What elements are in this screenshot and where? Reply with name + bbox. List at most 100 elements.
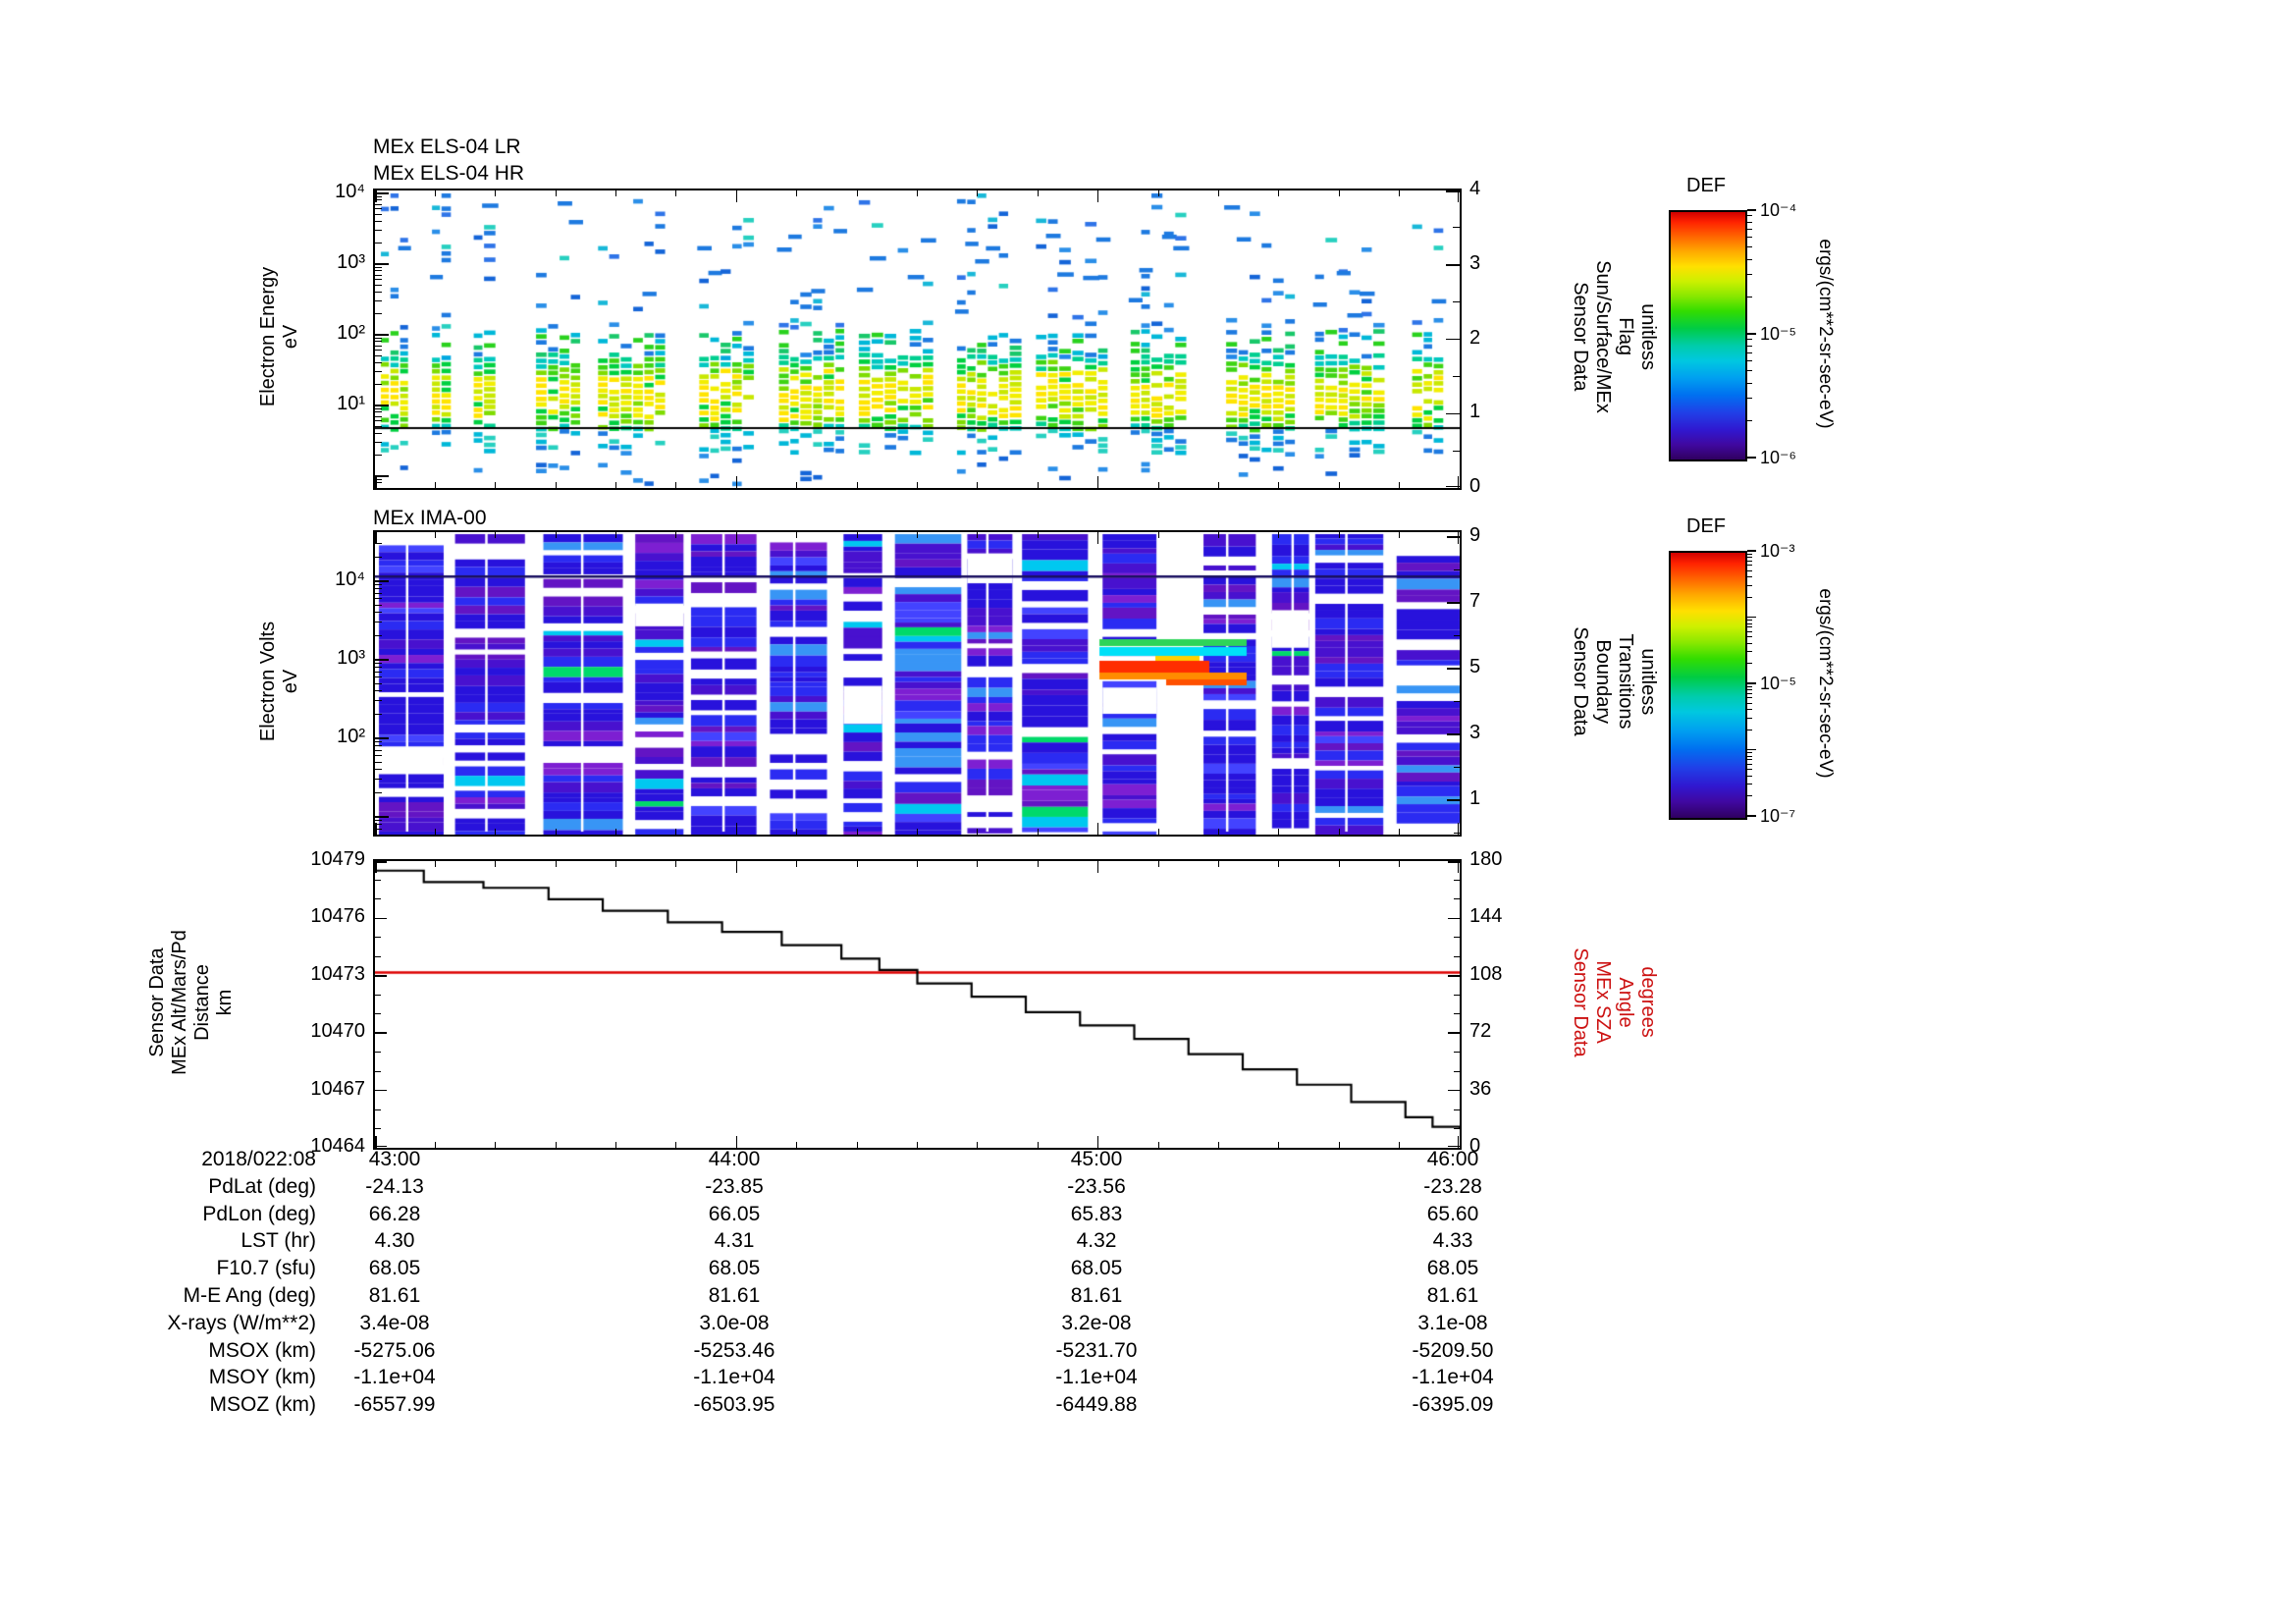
- tick-mark: [1157, 482, 1159, 488]
- tick-mark: [375, 292, 382, 294]
- tick-mark: [375, 749, 382, 751]
- els-panel-title: MEx ELS-04 LR MEx ELS-04 HR: [373, 135, 525, 185]
- table-row-label: LST (hr): [240, 1229, 316, 1253]
- table-cell: 68.05: [708, 1257, 761, 1280]
- tick-mark: [796, 190, 798, 196]
- table-cell: 44:00: [708, 1148, 761, 1170]
- tick-mark: [375, 588, 382, 590]
- tick-mark: [375, 898, 381, 900]
- tick-mark: [1747, 333, 1756, 335]
- tick-mark: [1338, 861, 1340, 867]
- tick-mark: [375, 411, 382, 413]
- tick-mark: [1747, 596, 1752, 598]
- tick-mark: [1454, 1070, 1460, 1072]
- tick-mark: [615, 482, 617, 488]
- tick-mark: [1447, 733, 1460, 735]
- tick-mark: [495, 482, 497, 488]
- tick-mark: [1747, 560, 1752, 562]
- tick-mark: [375, 955, 381, 957]
- table-cell: -23.28: [1423, 1174, 1482, 1198]
- tick-mark: [1747, 769, 1752, 771]
- tick-mark: [1747, 339, 1752, 341]
- tick-mark: [1454, 1013, 1460, 1015]
- tick-mark: [1747, 296, 1752, 298]
- tick-mark: [375, 792, 382, 794]
- tick-mark: [375, 383, 382, 385]
- tick-mark: [1399, 482, 1401, 488]
- table-cell: -6503.95: [693, 1393, 775, 1417]
- axis-tick-label: 10⁴: [335, 568, 365, 590]
- tick-mark: [1453, 375, 1460, 377]
- colorbar-tick-label: 10⁻⁵: [1760, 674, 1796, 693]
- tick-mark: [1278, 861, 1280, 867]
- tick-mark: [1446, 264, 1460, 266]
- tick-mark: [1217, 829, 1219, 835]
- els-spectrogram-panel: [373, 189, 1462, 490]
- tick-mark: [495, 190, 497, 196]
- tick-mark: [434, 1142, 436, 1148]
- tick-mark: [1747, 550, 1756, 552]
- tick-mark: [1747, 651, 1752, 653]
- tick-mark: [1457, 823, 1460, 835]
- tick-mark: [375, 824, 382, 826]
- axis-tick-label: 36: [1469, 1077, 1492, 1100]
- axis-tick-label: 10479: [310, 848, 365, 870]
- tick-mark: [1747, 237, 1752, 239]
- tick-mark: [1454, 1052, 1460, 1054]
- table-cell: 46:00: [1426, 1148, 1479, 1170]
- table-row-label: F10.7 (sfu): [216, 1257, 316, 1280]
- tick-mark: [1338, 829, 1340, 835]
- axis-tick-label: 3: [1469, 251, 1481, 274]
- tick-mark: [375, 737, 389, 739]
- tick-mark: [917, 482, 918, 488]
- tick-mark: [735, 861, 738, 873]
- tick-mark: [375, 690, 382, 692]
- tick-mark: [1157, 190, 1159, 196]
- tick-mark: [375, 407, 382, 409]
- tick-mark: [1157, 829, 1159, 835]
- tick-mark: [375, 937, 381, 939]
- tick-mark: [375, 769, 382, 771]
- tick-mark: [1453, 450, 1460, 452]
- tick-mark: [735, 1136, 738, 1148]
- tick-mark: [1747, 576, 1752, 578]
- altitude-sza-canvas: [375, 861, 1460, 1148]
- tick-mark: [375, 741, 382, 743]
- tick-mark: [375, 285, 382, 287]
- tick-mark: [1037, 829, 1039, 835]
- tick-mark: [1217, 1142, 1219, 1148]
- els-colorbar-unit-label: ergs/(cm**2-sr-sec-eV): [1815, 239, 1836, 429]
- tick-mark: [495, 1142, 497, 1148]
- tick-mark: [675, 482, 677, 488]
- tick-mark: [1747, 748, 1756, 751]
- tick-mark: [1278, 532, 1280, 538]
- axis-tick-label: 1: [1469, 787, 1481, 809]
- axis-tick-label: 10464: [310, 1135, 365, 1157]
- tick-mark: [1096, 1136, 1099, 1148]
- tick-mark: [375, 274, 382, 276]
- tick-mark: [1096, 823, 1099, 835]
- tick-mark: [1747, 682, 1756, 684]
- tick-mark: [375, 584, 382, 586]
- tick-mark: [1454, 766, 1460, 769]
- tick-mark: [1747, 557, 1752, 559]
- tick-mark: [1747, 620, 1752, 622]
- tick-mark: [1399, 532, 1401, 538]
- tick-mark: [1454, 568, 1460, 571]
- tick-mark: [434, 532, 436, 538]
- tick-mark: [375, 1109, 381, 1110]
- tick-mark: [735, 823, 738, 835]
- tick-mark: [1747, 636, 1752, 638]
- tick-mark: [1454, 994, 1460, 996]
- tick-mark: [375, 816, 389, 818]
- table-cell: -6449.88: [1055, 1393, 1138, 1417]
- tick-mark: [1454, 1128, 1460, 1130]
- tick-mark: [1399, 861, 1401, 867]
- table-row-label: MSOZ (km): [209, 1393, 316, 1417]
- tick-mark: [1747, 697, 1752, 699]
- tick-mark: [1446, 190, 1460, 192]
- tick-mark: [1747, 709, 1752, 711]
- table-cell: 3.0e-08: [699, 1311, 770, 1334]
- tick-mark: [977, 190, 979, 196]
